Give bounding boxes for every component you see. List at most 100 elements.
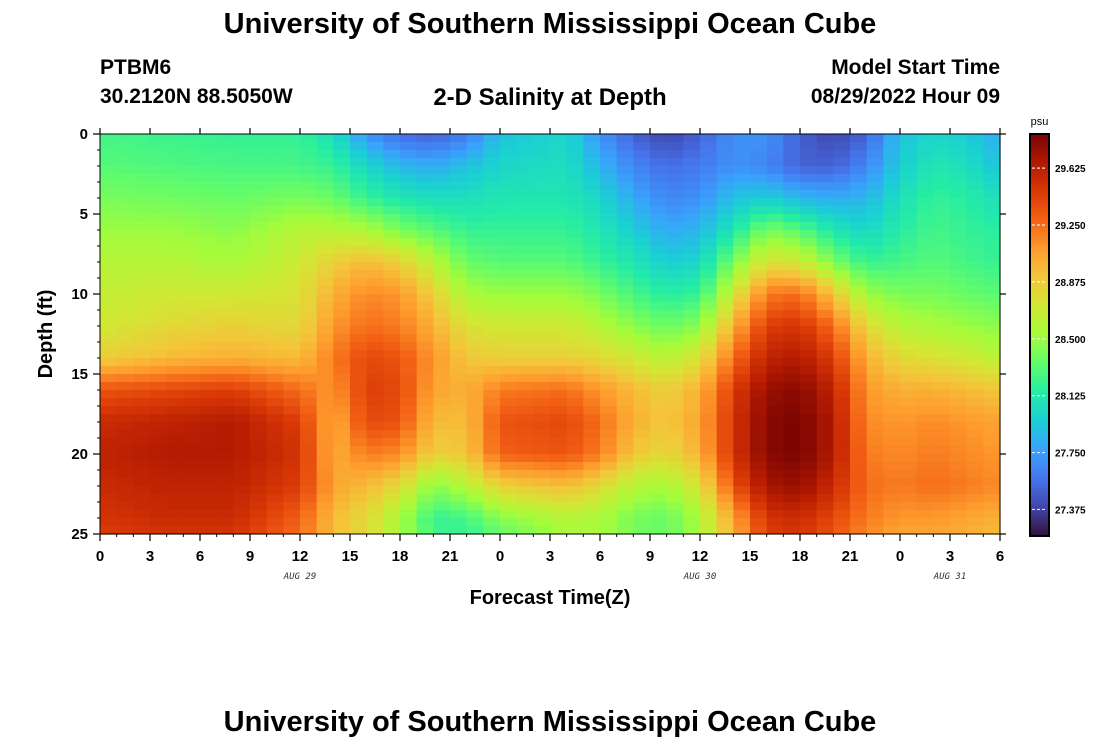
y-tick-label: 20 (71, 446, 88, 463)
heatmap-cell (183, 246, 201, 255)
heatmap-cell (200, 262, 218, 271)
heatmap-cell (716, 134, 734, 143)
heatmap-cell (666, 310, 684, 319)
heatmap-cell (516, 134, 534, 143)
heatmap-cell (500, 414, 518, 423)
heatmap-cell (916, 166, 934, 175)
heatmap-cell (700, 182, 718, 191)
heatmap-cell (400, 134, 418, 143)
heatmap-cell (266, 326, 284, 335)
heatmap-cell (466, 494, 484, 503)
heatmap-cell (600, 150, 618, 159)
heatmap-cell (700, 366, 718, 375)
heatmap-cell (900, 326, 918, 335)
heatmap-cell (683, 190, 701, 199)
heatmap-cell (566, 278, 584, 287)
heatmap-cell (266, 398, 284, 407)
heatmap-cell (933, 462, 951, 471)
heatmap-cell (833, 278, 851, 287)
heatmap-cell (716, 366, 734, 375)
heatmap-cell (833, 382, 851, 391)
heatmap-cell (233, 190, 251, 199)
heatmap-cell (566, 302, 584, 311)
heatmap-cell (950, 366, 968, 375)
heatmap-cell (966, 206, 984, 215)
heatmap-cell (133, 262, 151, 271)
heatmap-cell (516, 478, 534, 487)
heatmap-cell (400, 414, 418, 423)
heatmap-cell (850, 166, 868, 175)
heatmap-cell (350, 462, 368, 471)
heatmap-cell (350, 422, 368, 431)
heatmap-cell (800, 510, 818, 519)
heatmap-cell (583, 142, 601, 151)
heatmap-cell (600, 430, 618, 439)
heatmap-cell (133, 310, 151, 319)
heatmap-cell (733, 510, 751, 519)
heatmap-cell (700, 342, 718, 351)
heatmap-cell (416, 478, 434, 487)
heatmap-cell (483, 518, 501, 527)
heatmap-cell (233, 222, 251, 231)
heatmap-cell (366, 422, 384, 431)
heatmap-cell (866, 366, 884, 375)
heatmap-cell (983, 222, 1001, 231)
heatmap-cell (233, 382, 251, 391)
heatmap-cell (250, 374, 268, 383)
heatmap-cell (550, 494, 568, 503)
heatmap-cell (450, 286, 468, 295)
heatmap-cell (866, 174, 884, 183)
heatmap-cell (250, 382, 268, 391)
heatmap-cell (950, 158, 968, 167)
heatmap-cell (500, 214, 518, 223)
heatmap-cell (666, 190, 684, 199)
heatmap-cell (216, 206, 234, 215)
heatmap-cell (350, 334, 368, 343)
heatmap-cell (266, 454, 284, 463)
heatmap-cell (400, 494, 418, 503)
heatmap-cell (950, 526, 968, 535)
heatmap-cell (900, 414, 918, 423)
heatmap-cell (716, 430, 734, 439)
heatmap-cell (883, 182, 901, 191)
heatmap-cell (833, 414, 851, 423)
heatmap-cell (866, 438, 884, 447)
heatmap-cell (533, 254, 551, 263)
heatmap-cell (200, 406, 218, 415)
heatmap-cell (333, 390, 351, 399)
heatmap-cell (500, 518, 518, 527)
heatmap-cell (566, 510, 584, 519)
heatmap-cell (783, 222, 801, 231)
heatmap-cell (550, 510, 568, 519)
heatmap-cell (416, 222, 434, 231)
heatmap-cell (316, 478, 334, 487)
heatmap-cell (850, 262, 868, 271)
heatmap-cell (116, 246, 134, 255)
heatmap-cell (216, 270, 234, 279)
heatmap-cell (183, 494, 201, 503)
heatmap-cell (466, 486, 484, 495)
heatmap-cell (300, 494, 318, 503)
heatmap-cell (550, 214, 568, 223)
heatmap-cell (466, 334, 484, 343)
heatmap-cell (266, 462, 284, 471)
heatmap-cell (250, 494, 268, 503)
heatmap-cell (450, 310, 468, 319)
heatmap-cell (616, 286, 634, 295)
heatmap-cell (383, 502, 401, 511)
heatmap-cell (683, 214, 701, 223)
heatmap-cell (583, 262, 601, 271)
heatmap-cell (933, 206, 951, 215)
heatmap-cell (383, 342, 401, 351)
heatmap-cell (366, 134, 384, 143)
heatmap-cell (116, 262, 134, 271)
heatmap-cell (350, 414, 368, 423)
heatmap-cell (450, 398, 468, 407)
heatmap-cell (633, 390, 651, 399)
heatmap-cell (750, 430, 768, 439)
heatmap-cell (800, 238, 818, 247)
heatmap-cell (750, 438, 768, 447)
heatmap-cell (700, 350, 718, 359)
heatmap-cell (416, 366, 434, 375)
heatmap-cell (666, 198, 684, 207)
